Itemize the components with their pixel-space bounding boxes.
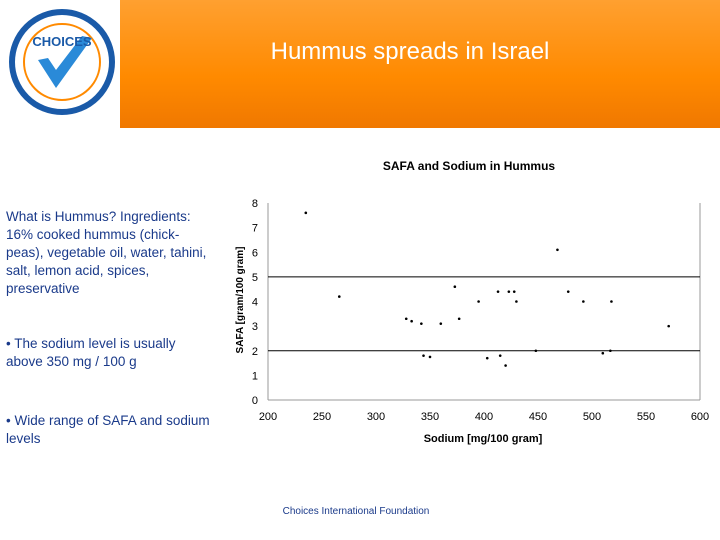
choices-logo: CHOICES [9,9,115,115]
slide-title: Hummus spreads in Israel [270,38,550,65]
x-tick-label: 500 [583,411,601,423]
data-point [609,349,612,353]
y-tick-label: 7 [252,223,258,235]
data-point [477,300,480,303]
chart-title: SAFA and Sodium in Hummus [383,159,556,173]
data-point [507,290,511,293]
x-tick-label: 450 [529,411,547,423]
data-point [410,319,413,323]
data-point [420,322,423,325]
sodium-bullet: • The sodium level is usually above 350 … [6,336,176,369]
y-tick-label: 6 [252,247,258,259]
data-point [582,300,585,303]
y-tick-label: 8 [252,198,258,210]
data-point [504,364,507,367]
x-tick-label: 400 [475,411,493,423]
x-tick-label: 250 [313,411,331,423]
x-tick-label: 200 [259,411,277,423]
data-point [515,300,518,303]
y-tick-label: 1 [252,370,258,382]
reference-lines [268,276,700,352]
logo-text: CHOICES [32,34,92,49]
data-point [337,295,341,298]
data-point [667,324,670,328]
axes [267,203,701,401]
y-tick-label: 2 [252,346,258,358]
x-tick-label: 350 [421,411,439,423]
footer-text: Choices International Foundation [282,506,430,517]
slide-header: CHOICES Hummus spreads in Israel [0,0,720,130]
data-point [404,317,408,321]
data-point [534,349,538,353]
y-tick-label: 4 [252,297,258,309]
header-band [120,0,720,128]
data-point [304,211,308,215]
data-point [601,351,605,355]
data-point [457,317,461,321]
data-point [453,285,457,289]
data-point [566,290,570,293]
data-point [428,355,432,359]
data-point [496,290,500,293]
tick-labels: 200 250 300 350 400 450 500 550 600 0 1 2 3 4 5 6 7 8 [252,198,709,423]
data-point [422,354,425,357]
data-points [304,211,670,367]
checkmark-icon [38,36,92,88]
y-axis-label: SAFA [gram/100 gram] [235,247,246,354]
data-point [512,290,516,293]
x-axis-label: Sodium [mg/100 gram] [424,433,543,445]
x-tick-label: 550 [637,411,655,423]
y-tick-label: 0 [252,395,258,407]
data-point [498,354,502,357]
y-tick-label: 3 [252,321,258,333]
data-point [556,248,559,252]
range-bullet: • Wide range of SAFA and sodium levels [6,413,210,446]
y-tick-label: 5 [252,272,258,284]
data-point [439,322,443,325]
ingredients-text: What is Hummus? Ingredients: 16% cooked … [6,209,207,296]
x-tick-label: 600 [691,411,709,423]
data-point [610,300,613,303]
x-tick-label: 300 [367,411,385,423]
data-point [485,356,489,360]
